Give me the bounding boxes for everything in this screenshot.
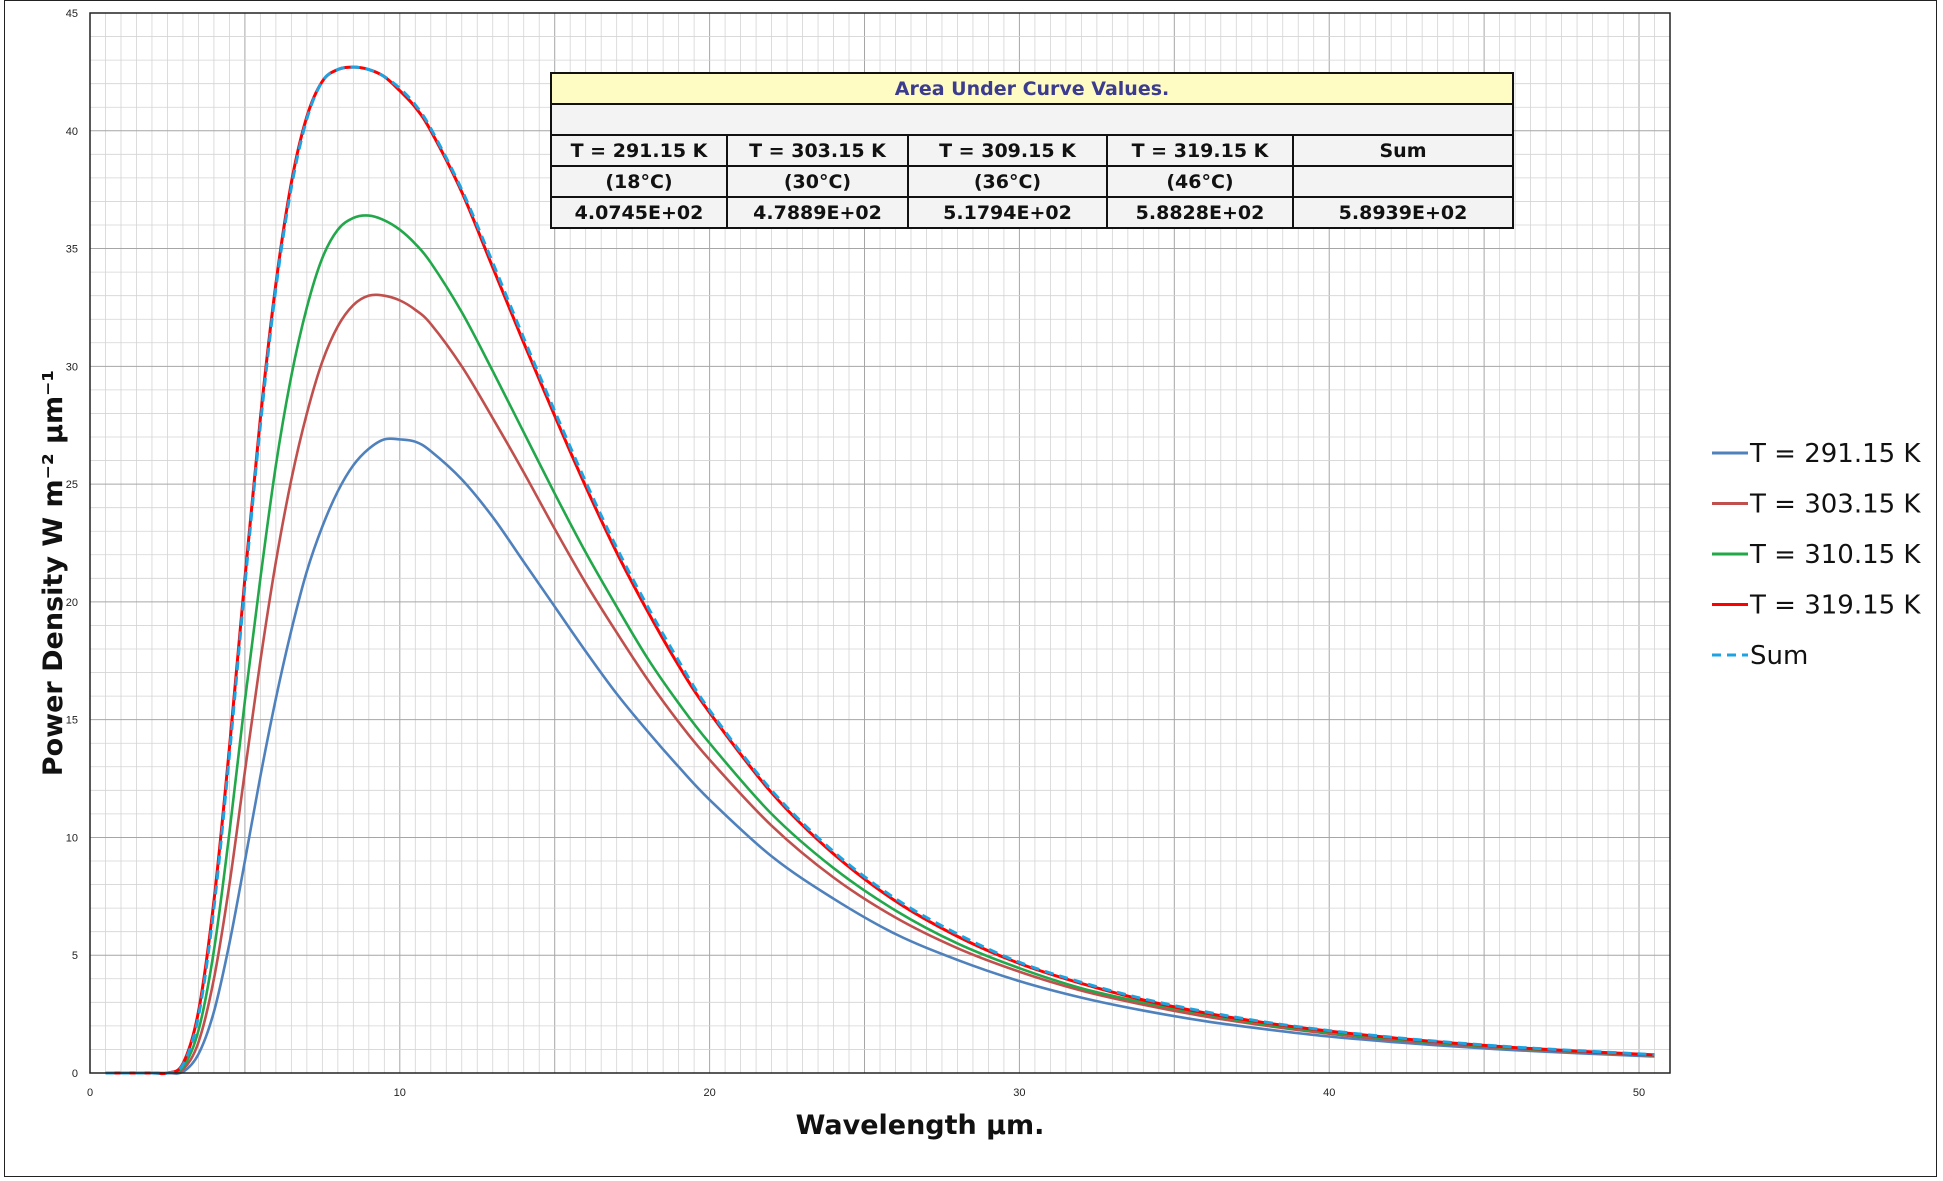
legend-label: Sum (1750, 641, 1808, 671)
table-empty-cell (549, 103, 1515, 136)
y-tick-label: 45 (66, 8, 78, 20)
table-header-cell: T = 309.15 K (907, 134, 1108, 167)
series-line (105, 293, 1655, 1075)
x-tick-label: 30 (1013, 1087, 1025, 1099)
legend-label: T = 310.15 K (1749, 540, 1921, 570)
y-tick-label: 30 (66, 361, 78, 373)
y-tick-label: 35 (66, 244, 78, 256)
table-title-row: Area Under Curve Values. (549, 72, 1515, 105)
y-tick-label: 40 (66, 126, 78, 138)
area-under-curve-table: Area Under Curve Values. T = 291.15 K T … (549, 72, 1515, 229)
x-axis-title: Wavelength µm. (796, 1110, 1045, 1141)
x-tick-label: 50 (1633, 1087, 1645, 1099)
table-header-cell: Sum (1291, 134, 1515, 167)
table-value-cell: 5.8939E+02 (1291, 196, 1515, 229)
table-header-cell: T = 291.15 K (550, 134, 728, 167)
table-empty-row (549, 103, 1515, 136)
x-tick-label: 20 (703, 1087, 715, 1099)
y-tick-label: 10 (66, 832, 78, 844)
table-celsius-cell: (18°C) (550, 165, 728, 198)
table-value-cell: 5.1794E+02 (907, 196, 1108, 229)
legend-label: T = 291.15 K (1749, 439, 1921, 469)
y-tick-label: 5 (72, 950, 78, 962)
y-tick-label: 25 (66, 479, 78, 491)
series-line (105, 214, 1655, 1075)
y-axis-title: Power Density W m⁻² µm⁻¹ (38, 370, 69, 776)
table-value-row: 4.0745E+02 4.7889E+02 5.1794E+02 5.8828E… (550, 196, 1515, 229)
table-header-row: T = 291.15 K T = 303.15 K T = 309.15 K T… (550, 134, 1515, 167)
y-tick-label: 0 (72, 1068, 78, 1080)
legend-label: T = 319.15 K (1749, 591, 1921, 621)
x-tick-label: 0 (87, 1087, 93, 1099)
table-value-cell: 4.7889E+02 (726, 196, 909, 229)
y-tick-label: 15 (66, 715, 78, 727)
x-tick-label: 40 (1323, 1087, 1335, 1099)
table-value-cell: 5.8828E+02 (1106, 196, 1294, 229)
table-celsius-cell: (30°C) (726, 165, 909, 198)
table-celsius-cell: (36°C) (907, 165, 1108, 198)
legend: T = 291.15 K T = 303.15 K T = 310.15 K T = … (1712, 439, 1921, 671)
table-value-cell: 4.0745E+02 (550, 196, 728, 229)
series-line (105, 65, 1655, 1076)
x-tick-label: 10 (394, 1087, 406, 1099)
table-header-cell: T = 303.15 K (726, 134, 909, 167)
table-celsius-cell (1291, 165, 1515, 198)
table-celsius-cell: (46°C) (1106, 165, 1294, 198)
series-lines (105, 65, 1655, 1076)
plot-area-border (89, 12, 1671, 1074)
y-tick-label: 20 (66, 597, 78, 609)
tick-labels: 0 10 20 30 40 50 0 5 10 15 20 25 30 35 40 45 (66, 8, 1645, 1099)
chart-frame (4, 0, 1937, 1177)
series-line (105, 437, 1655, 1075)
legend-label: T = 303.15 K (1749, 490, 1921, 520)
table-celsius-row: (18°C) (30°C) (36°C) (46°C) (550, 165, 1515, 198)
table-header-cell: T = 319.15 K (1106, 134, 1294, 167)
table-title: Area Under Curve Values. (549, 72, 1515, 105)
